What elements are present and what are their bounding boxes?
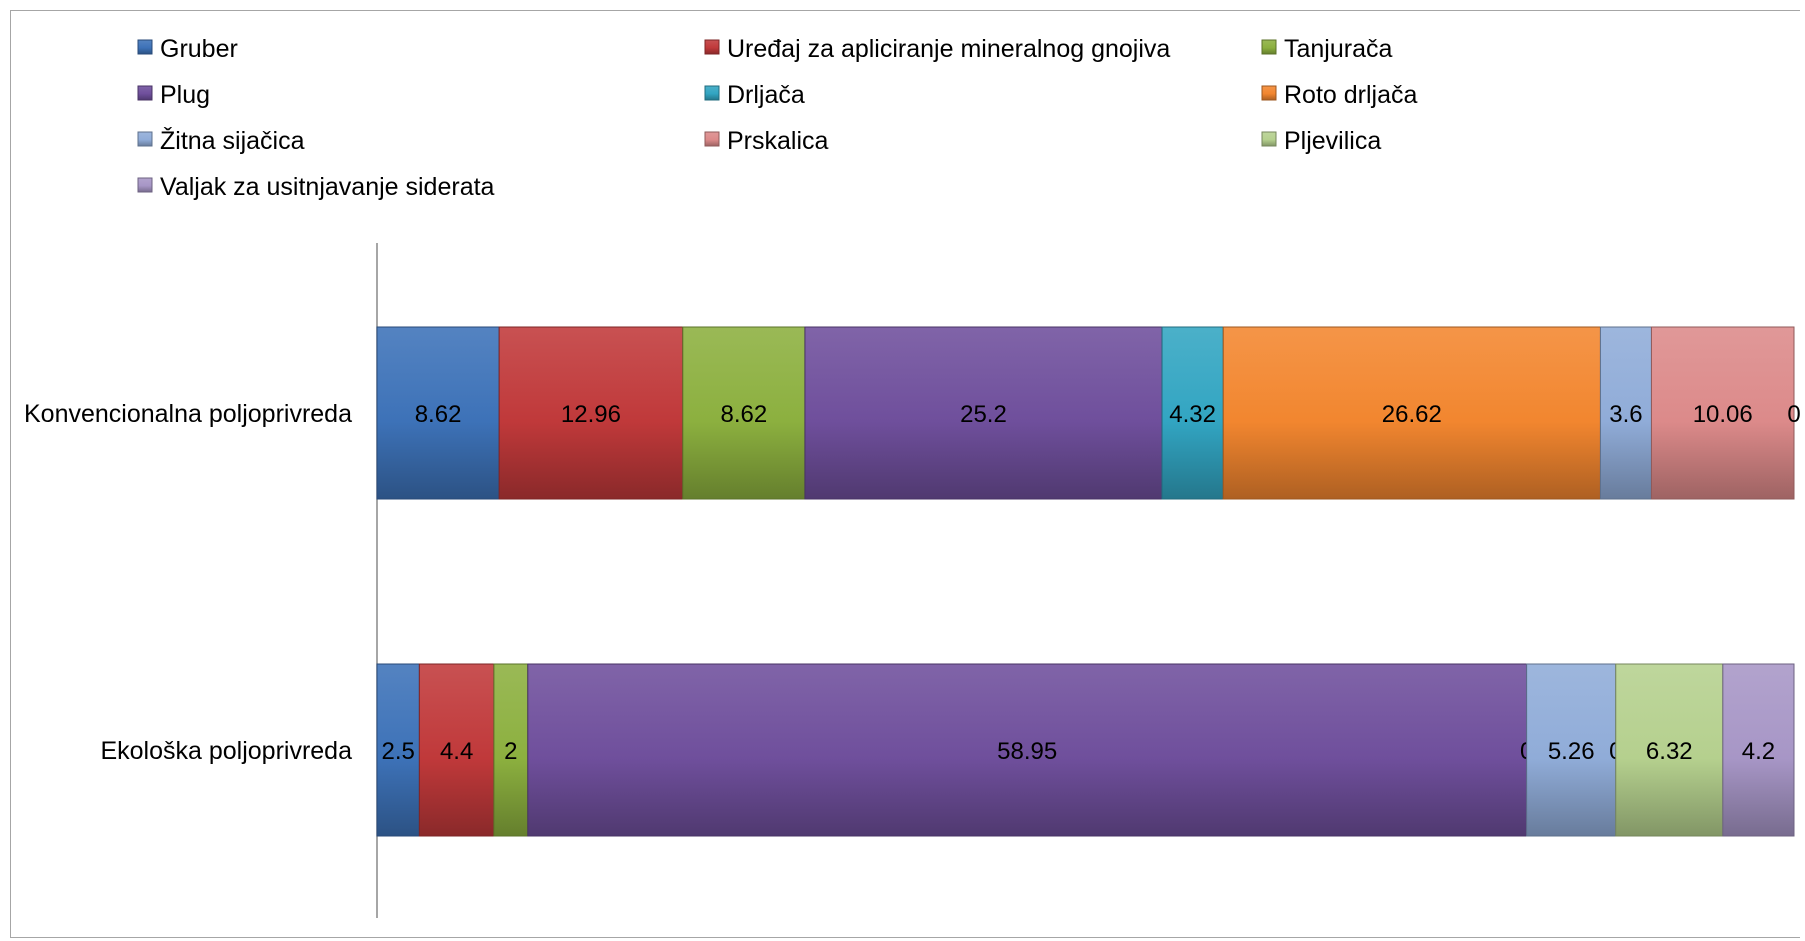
legend-swatch xyxy=(137,177,153,193)
bar-pljevilica xyxy=(1615,663,1724,837)
legend-swatch xyxy=(1261,85,1277,101)
legend-item-plug: Plug xyxy=(137,81,210,109)
bar-tanjuraca xyxy=(682,326,806,500)
bar-zitna-sijacica xyxy=(1599,326,1652,500)
legend-item-tanjuraca: Tanjurača xyxy=(1261,35,1392,63)
legend-swatch xyxy=(704,85,720,101)
legend-swatch xyxy=(704,39,720,55)
legend-label: Plug xyxy=(160,81,210,109)
bar-group-ekoloska-poljoprivreda: Ekološka poljoprivreda2.54.4258.9505.260… xyxy=(100,663,1795,837)
legend-item-drljaca: Drljača xyxy=(704,81,805,109)
bar-plug xyxy=(804,326,1163,500)
data-label: 4.2 xyxy=(1742,738,1775,765)
bar-roto-drljaca xyxy=(1222,326,1601,500)
bar-plug xyxy=(527,663,1528,837)
data-label: 8.62 xyxy=(721,401,768,428)
legend-label: Roto drljača xyxy=(1284,81,1417,109)
bar-gruber xyxy=(376,663,420,837)
legend-label: Drljača xyxy=(727,81,805,109)
data-label: 8.62 xyxy=(415,401,462,428)
data-label: 4.32 xyxy=(1169,401,1216,428)
data-label: 58.95 xyxy=(997,738,1057,765)
bar-uredaj-za-apliciranje-mineralnog-gnojiva xyxy=(498,326,684,500)
legend-label: Pljevilica xyxy=(1284,127,1381,155)
legend-swatch xyxy=(137,131,153,147)
bar-tanjuraca xyxy=(493,663,529,837)
category-label: Konvencionalna poljoprivreda xyxy=(24,400,352,428)
data-label: 2 xyxy=(504,738,517,765)
category-label: Ekološka poljoprivreda xyxy=(100,737,352,765)
legend-label: Žitna sijačica xyxy=(160,126,305,155)
data-label: 10.06 xyxy=(1693,401,1753,428)
legend-item-pljevilica: Pljevilica xyxy=(1261,127,1381,155)
data-label: 25.2 xyxy=(960,401,1007,428)
data-label: 0 xyxy=(1787,401,1800,428)
bar-group-konvencionalna-poljoprivreda: Konvencionalna poljoprivreda 8.62 12.96 8.6… xyxy=(24,326,1801,500)
legend-swatch xyxy=(1261,131,1277,147)
legend-label: Tanjurača xyxy=(1284,35,1392,63)
legend-item-uredaj-za-apliciranje-mineralnog-gnojiva: Uređaj za apliciranje mineralnog gnojiva xyxy=(704,35,1170,63)
legend-item-zitna-sijacica: Žitna sijačica xyxy=(137,126,305,155)
bar-gruber xyxy=(376,326,500,500)
legend-label: Gruber xyxy=(160,35,238,63)
bar-uredaj-za-apliciranje-mineralnog-gnojiva xyxy=(418,663,495,837)
data-label: 6.32 xyxy=(1646,738,1693,765)
legend-swatch xyxy=(704,131,720,147)
legend-item-prskalica: Prskalica xyxy=(704,127,829,155)
bar-valjak-za-usitnjavanje-siderata xyxy=(1722,663,1795,837)
data-label: 26.62 xyxy=(1382,401,1442,428)
legend-swatch xyxy=(137,39,153,55)
legend-label: Valjak za usitnjavanje siderata xyxy=(160,173,495,201)
legend-item-roto-drljaca: Roto drljača xyxy=(1261,81,1417,109)
legend-item-valjak-za-usitnjavanje-siderata: Valjak za usitnjavanje siderata xyxy=(137,173,495,201)
chart-frame xyxy=(10,10,1800,938)
legend-label: Prskalica xyxy=(727,127,829,155)
data-label: 3.6 xyxy=(1609,401,1642,428)
data-label: 4.4 xyxy=(440,738,473,765)
bar-zitna-sijacica xyxy=(1526,663,1617,837)
legend-swatch xyxy=(1261,39,1277,55)
legend-swatch xyxy=(137,85,153,101)
bar-prskalica xyxy=(1650,326,1795,500)
data-label: 12.96 xyxy=(561,401,621,428)
legend-item-gruber: Gruber xyxy=(137,35,238,63)
legend-label: Uređaj za apliciranje mineralnog gnojiva xyxy=(727,35,1170,63)
data-label: 2.5 xyxy=(381,738,414,765)
data-label: 5.26 xyxy=(1548,738,1595,765)
legend: Gruber Uređaj za apliciranje mineralnog g… xyxy=(137,35,1417,201)
